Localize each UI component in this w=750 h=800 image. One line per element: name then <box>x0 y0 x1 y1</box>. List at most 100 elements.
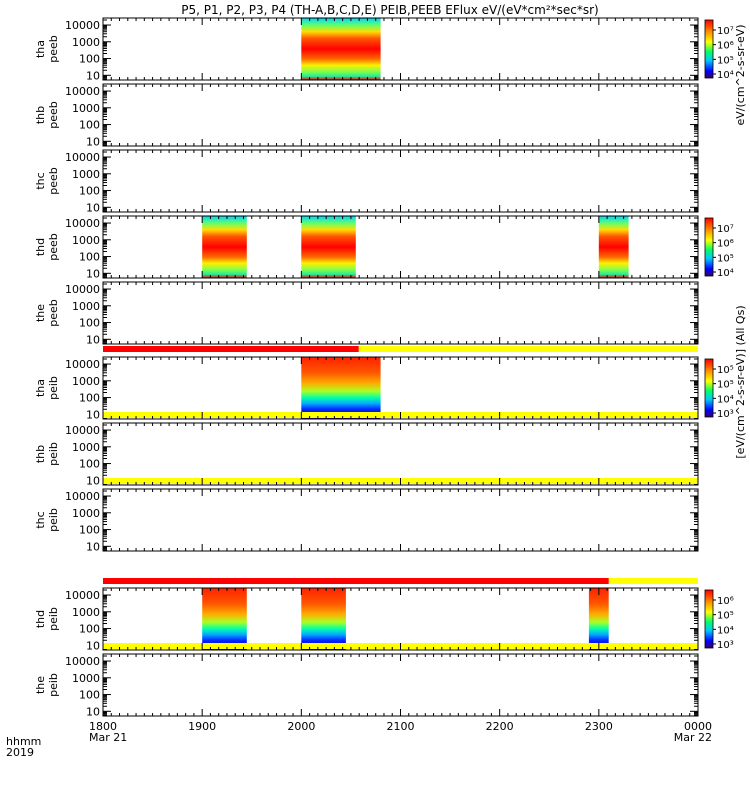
panel-thb-peib: 10 100 1000 10000 thb peib <box>34 422 699 487</box>
panel-product-label: peeb <box>47 233 60 261</box>
panel-probe-label: thb <box>34 106 47 124</box>
panel-thc-peeb: 10 100 1000 10000 thc peeb <box>34 149 699 214</box>
panel-probe-label: thd <box>34 238 47 256</box>
y-tick-label: 1000 <box>72 672 100 685</box>
y-tick-label: 10000 <box>65 655 100 668</box>
y-tick-label: 10000 <box>65 358 100 371</box>
y-tick-label: 1000 <box>72 375 100 388</box>
colorbar-tick-label: 10⁴ <box>717 268 734 279</box>
panel-probe-label: tha <box>34 40 47 58</box>
x-tick-label: 0000 <box>684 720 712 733</box>
flag-bar-yellow <box>358 346 698 352</box>
y-tick-label: 100 <box>79 623 100 636</box>
panel-product-label: peeb <box>47 35 60 63</box>
y-tick-label: 100 <box>79 119 100 132</box>
panel-product-label: peeb <box>47 167 60 195</box>
x-tick-label: 2100 <box>387 720 415 733</box>
panel-the-peib: 10 100 1000 10000 the peib <box>34 653 699 718</box>
y-tick-label: 10 <box>86 639 100 652</box>
x-tick-label: 1800 <box>89 720 117 733</box>
colorbar-tick-label: 10⁵ <box>717 55 734 66</box>
y-tick-label: 100 <box>79 185 100 198</box>
colorbar: 10⁶ 10⁵ 10⁴ 10³ <box>704 589 734 651</box>
y-tick-label: 100 <box>79 317 100 330</box>
spectrogram-block <box>301 588 346 650</box>
spectrogram-block <box>301 357 381 419</box>
y-tick-label: 10 <box>86 408 100 421</box>
y-tick-label: 10 <box>86 474 100 487</box>
y-tick-label: 10000 <box>65 151 100 164</box>
x-tick-label: 1900 <box>188 720 216 733</box>
colorbar-gradient <box>704 358 714 418</box>
time-axis-label-year: 2019 <box>6 746 34 759</box>
y-tick-label: 10000 <box>65 589 100 602</box>
colorbar-gradient <box>704 19 714 79</box>
colorbar-tick-label: 10⁶ <box>717 239 734 250</box>
flag-bar-red <box>103 578 609 584</box>
x-tick-label: 2300 <box>585 720 613 733</box>
y-tick-label: 1000 <box>72 507 100 520</box>
flag-bars-group <box>103 346 698 649</box>
colorbar-tick-label: 10⁵ <box>717 365 734 376</box>
y-tick-label: 1000 <box>72 234 100 247</box>
spectrogram-block <box>598 216 629 278</box>
panel-thd-peib: 10 100 1000 10000 thd peib <box>34 587 699 652</box>
y-tick-label: 100 <box>79 392 100 405</box>
panel-frame <box>102 587 699 651</box>
colorbar: 10⁷ 10⁶ 10⁵ 10⁴ <box>704 217 734 279</box>
y-tick-label: 1000 <box>72 102 100 115</box>
panel-probe-label: the <box>34 304 47 322</box>
panel-probe-label: thb <box>34 445 47 463</box>
panel-tha-peeb: 10 100 1000 10000 tha peeb <box>34 17 699 82</box>
colorbar-tick-label: 10³ <box>717 409 734 420</box>
panel-thc-peib: 10 100 1000 10000 thc peib <box>34 488 699 553</box>
colorbar-gradient <box>704 217 714 277</box>
panel-product-label: peib <box>47 508 60 532</box>
colorbar: 10⁵ 10⁵ 10⁴ 10³ <box>704 358 734 420</box>
colorbar-tick-label: 10⁷ <box>717 26 734 37</box>
panel-probe-label: thd <box>34 610 47 628</box>
panel-thb-peeb: 10 100 1000 10000 thb peeb <box>34 83 699 148</box>
colorbar-tick-label: 10⁵ <box>717 380 734 391</box>
y-tick-label: 10 <box>86 69 100 82</box>
y-tick-label: 1000 <box>72 168 100 181</box>
panel-frame <box>102 488 699 552</box>
y-tick-label: 10000 <box>65 19 100 32</box>
colorbar-tick-label: 10⁴ <box>717 70 734 81</box>
panel-probe-label: tha <box>34 379 47 397</box>
panel-the-peeb: 10 100 1000 10000 the peeb <box>34 281 699 346</box>
spectrogram-block <box>588 588 609 650</box>
y-tick-label: 10 <box>86 540 100 553</box>
colorbars-group: 10⁷10⁶10⁵10⁴10⁷10⁶10⁵10⁴10⁵10⁵10⁴10³10⁶1… <box>704 19 734 651</box>
y-tick-label: 1000 <box>72 441 100 454</box>
panel-product-label: peeb <box>47 299 60 327</box>
colorbar-unit-top: eV/(cm^2-s-sr-eV) <box>734 24 747 125</box>
y-tick-label: 10 <box>86 201 100 214</box>
colorbar-tick-label: 10⁶ <box>717 41 734 52</box>
y-tick-label: 10 <box>86 135 100 148</box>
panel-frame <box>102 83 699 147</box>
time-axis-label-hhmm: hhmm <box>6 735 41 748</box>
panel-product-label: peeb <box>47 101 60 129</box>
colorbar-unit-full: [eV/(cm^2-s-sr-eV)] (All Qs) <box>734 305 747 458</box>
y-tick-label: 1000 <box>72 300 100 313</box>
y-tick-label: 10000 <box>65 217 100 230</box>
panel-frame <box>102 356 699 420</box>
panel-product-label: peib <box>47 673 60 697</box>
colorbar-tick-label: 10⁶ <box>717 596 734 607</box>
flag-bar <box>103 346 698 352</box>
flag-bar <box>103 578 698 584</box>
colorbar: 10⁷ 10⁶ 10⁵ 10⁴ <box>704 19 734 81</box>
y-tick-label: 100 <box>79 53 100 66</box>
spectrogram-block <box>202 216 247 278</box>
colorbar-tick-label: 10⁵ <box>717 253 734 264</box>
panel-thd-peeb: 10 100 1000 10000 thd peeb <box>34 215 699 280</box>
y-tick-label: 100 <box>79 251 100 264</box>
panel-probe-label: thc <box>34 172 47 189</box>
spectrogram-block <box>202 588 247 650</box>
panel-product-label: peib <box>47 442 60 466</box>
x-tick-date-label: Mar 22 <box>674 731 712 744</box>
flag-bar-red <box>103 346 359 352</box>
